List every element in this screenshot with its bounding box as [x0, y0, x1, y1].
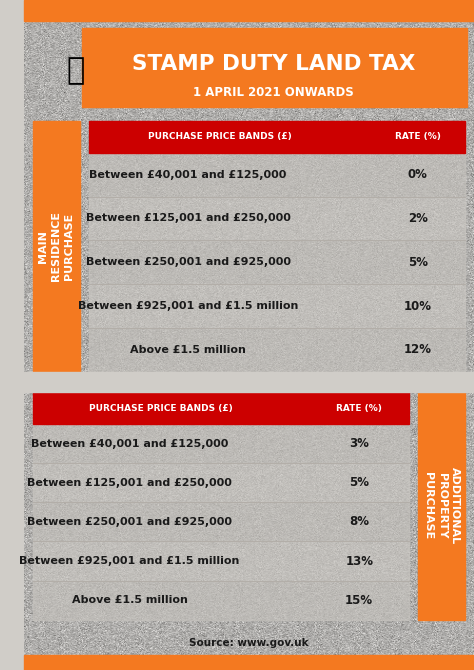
Bar	[33, 502, 409, 541]
Bar	[33, 121, 80, 372]
Bar	[418, 392, 465, 620]
Text: 5%: 5%	[408, 256, 428, 269]
Text: RATE (%): RATE (%)	[395, 132, 441, 141]
Text: ADDITIONAL
PROPERTY
PURCHASE: ADDITIONAL PROPERTY PURCHASE	[423, 467, 460, 545]
Text: 3%: 3%	[349, 437, 369, 450]
Text: 10%: 10%	[404, 299, 432, 313]
Bar	[24, 0, 474, 21]
Text: 0%: 0%	[408, 168, 428, 181]
Bar	[33, 392, 409, 620]
Bar	[89, 121, 465, 372]
Text: Between £925,001 and £1.5 million: Between £925,001 and £1.5 million	[19, 556, 240, 566]
Bar	[89, 328, 465, 372]
Bar	[33, 581, 409, 620]
Bar	[33, 541, 409, 581]
Text: Above £1.5 million: Above £1.5 million	[130, 345, 246, 355]
Text: MAIN
RESIDENCE
PURCHASE: MAIN RESIDENCE PURCHASE	[38, 211, 74, 281]
Text: Between £250,001 and £925,000: Between £250,001 and £925,000	[86, 257, 291, 267]
Text: Between £40,001 and £125,000: Between £40,001 and £125,000	[31, 439, 228, 449]
Text: 13%: 13%	[345, 555, 373, 567]
Text: 1 APRIL 2021 ONWARDS: 1 APRIL 2021 ONWARDS	[193, 86, 354, 99]
Bar	[82, 28, 467, 107]
Text: 15%: 15%	[345, 594, 374, 607]
Text: 2%: 2%	[408, 212, 428, 225]
Bar	[33, 424, 409, 463]
Text: Between £40,001 and £125,000: Between £40,001 and £125,000	[90, 170, 287, 180]
Bar	[24, 655, 474, 670]
Text: Between £925,001 and £1.5 million: Between £925,001 and £1.5 million	[78, 301, 298, 311]
Text: PURCHASE PRICE BANDS (£): PURCHASE PRICE BANDS (£)	[89, 403, 233, 413]
Text: 👑: 👑	[66, 56, 85, 85]
Text: 8%: 8%	[349, 515, 369, 529]
Text: Source: www.gov.uk: Source: www.gov.uk	[189, 639, 309, 648]
Bar	[33, 463, 409, 502]
Bar	[89, 241, 465, 284]
Bar	[89, 196, 465, 241]
Bar	[89, 121, 465, 153]
Text: 5%: 5%	[349, 476, 369, 489]
Bar	[89, 284, 465, 328]
Bar	[89, 153, 465, 196]
Text: 12%: 12%	[404, 344, 432, 356]
Bar	[24, 372, 474, 392]
Text: STAMP DUTY LAND TAX: STAMP DUTY LAND TAX	[132, 54, 415, 74]
Text: Between £125,001 and £250,000: Between £125,001 and £250,000	[86, 214, 291, 224]
Text: Above £1.5 million: Above £1.5 million	[72, 595, 188, 605]
Text: RATE (%): RATE (%)	[336, 403, 382, 413]
Bar	[33, 392, 409, 424]
Text: Between £125,001 and £250,000: Between £125,001 and £250,000	[27, 478, 232, 488]
Text: Between £250,001 and £925,000: Between £250,001 and £925,000	[27, 517, 232, 527]
Text: PURCHASE PRICE BANDS (£): PURCHASE PRICE BANDS (£)	[148, 132, 292, 141]
